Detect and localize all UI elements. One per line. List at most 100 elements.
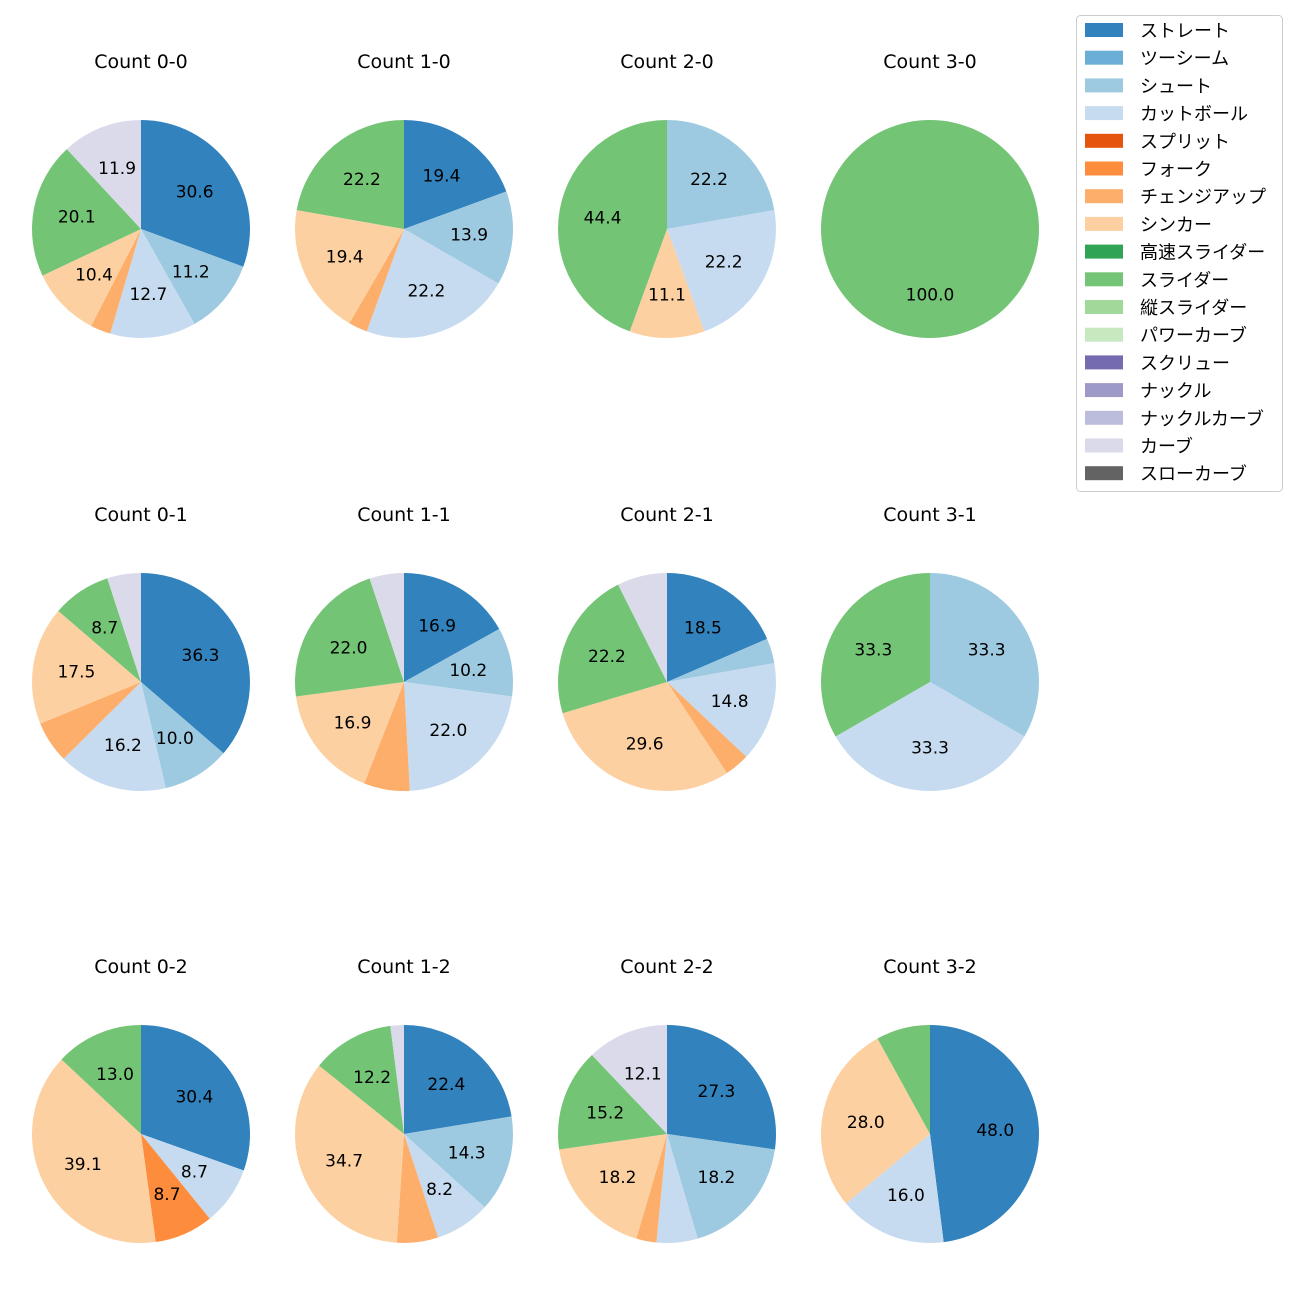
slice-label: 18.5 (684, 618, 722, 638)
pie-slice (404, 573, 500, 682)
slice-label: 19.4 (423, 166, 461, 186)
legend-label: 縦スライダー (1140, 298, 1247, 319)
legend-swatch (1085, 78, 1123, 93)
pie-slice (618, 573, 667, 682)
pie-slice (557, 120, 667, 332)
legend-label: ナックルカーブ (1140, 408, 1264, 430)
pie-slice (930, 1025, 1039, 1243)
slice-label: 36.3 (182, 646, 220, 666)
pie-slice (404, 119, 507, 229)
pie-chart: Count 2-2 27.3 18.2 18.2 15.212.1 (558, 956, 776, 1243)
slice-label: 13.0 (96, 1065, 134, 1085)
slice-label: 39.1 (64, 1155, 102, 1175)
pie-slice (141, 573, 251, 754)
pie-slice (141, 229, 244, 324)
legend-swatch (1085, 272, 1123, 287)
pie-charts: Count 0-0 30.6 11.212.7 10.4 20.1 11.9 Count 1… (32, 51, 1040, 1243)
legend-label: フォーク (1140, 160, 1212, 181)
chart-title: Count 1-0 (357, 51, 451, 73)
slice-label: 22.2 (343, 170, 381, 190)
pie-slice (66, 120, 141, 229)
pie-slice (667, 573, 768, 682)
pie-slice (667, 1025, 776, 1150)
pie-slice (32, 1059, 156, 1243)
legend-swatch (1085, 438, 1123, 453)
chart-title: Count 2-0 (620, 51, 714, 73)
legend-swatch (1085, 466, 1123, 481)
pie-slice (846, 1134, 944, 1243)
legend-label: カットボール (1140, 104, 1248, 125)
pie-slice (141, 1134, 210, 1242)
pie-chart: Count 1-2 22.4 14.3 8.2 34.7 12.2 (295, 956, 513, 1243)
pie-chart: Count 3-2 48.0 16.0 28.0 (820, 956, 1039, 1243)
legend-swatch (1085, 216, 1123, 231)
slice-label: 13.9 (450, 226, 488, 246)
legend-swatch (1085, 23, 1123, 37)
pie-chart: Count 2-0 22.2 22.2 11.1 44.4 (557, 51, 776, 339)
pie-slice (591, 1025, 667, 1134)
slice-label: 48.0 (976, 1121, 1014, 1141)
chart-title: Count 2-1 (620, 504, 714, 526)
pie-slice (404, 1134, 485, 1238)
chart-title: Count 3-2 (883, 956, 977, 978)
pie-slice (404, 628, 514, 697)
pie-slice (404, 682, 513, 791)
chart-title: Count 0-2 (94, 956, 188, 978)
slice-label: 11.1 (648, 285, 686, 305)
pie-slice (295, 210, 404, 324)
pie-slice (295, 682, 404, 784)
legend-label: シュート (1140, 76, 1212, 97)
pie-chart: Count 1-1 16.9 10.2 22.0 16.9 22.0 (294, 504, 514, 791)
slice-label: 11.2 (172, 262, 210, 282)
pie-slice (404, 191, 514, 284)
slice-label: 16.9 (334, 713, 372, 733)
pie-slice (667, 120, 775, 229)
pie-slice (404, 1025, 512, 1134)
pie-slice (821, 120, 1039, 338)
legend-swatch (1085, 106, 1123, 121)
pie-chart: Count 2-1 18.5 14.8 29.6 22.2 (558, 504, 776, 792)
chart-title: Count 3-1 (883, 504, 977, 526)
pie-slice (558, 584, 667, 714)
legend-label: ナックル (1140, 381, 1211, 402)
slice-label: 29.6 (626, 734, 664, 754)
pie-slice (296, 120, 404, 229)
pie-slice (63, 682, 166, 791)
pie-slice (877, 1025, 930, 1134)
legend-swatch (1085, 189, 1123, 204)
slice-label: 12.2 (353, 1068, 391, 1088)
chart-title: Count 0-0 (94, 51, 188, 73)
pie-slice (349, 229, 404, 332)
slice-label: 33.3 (968, 640, 1006, 660)
legend-swatch (1085, 300, 1123, 314)
slice-label: 20.1 (58, 208, 96, 228)
legend-swatch (1085, 244, 1123, 259)
pie-slice (656, 1134, 698, 1243)
slice-label: 100.0 (906, 285, 955, 305)
slice-label: 11.9 (98, 159, 136, 179)
pie-slice (42, 229, 141, 326)
pie-slice (32, 611, 141, 724)
slice-label: 22.0 (330, 638, 368, 658)
pie-slice (295, 1065, 404, 1243)
legend-label: ツーシーム (1140, 49, 1229, 70)
legend-label: シンカー (1140, 215, 1212, 236)
slice-label: 8.2 (426, 1180, 453, 1200)
legend-swatch (1085, 161, 1123, 176)
pie-chart: Count 0-1 36.3 10.0 16.2 17.5 8.7 (32, 504, 251, 791)
legend-label: スクリュー (1140, 353, 1230, 374)
pie-chart: Count 3-1 33.3 33.3 33.3 (820, 504, 1040, 792)
pie-slice (835, 682, 1025, 792)
slice-label: 17.5 (57, 663, 95, 683)
slice-label: 10.2 (449, 661, 487, 681)
slice-label: 16.0 (887, 1186, 925, 1206)
chart-title: Count 1-2 (357, 956, 451, 978)
slice-label: 33.3 (911, 738, 949, 758)
pie-slice (141, 120, 250, 267)
slice-label: 8.7 (91, 619, 118, 639)
slice-label: 12.7 (129, 285, 167, 305)
slice-label: 22.0 (429, 721, 467, 741)
slice-label: 33.3 (854, 640, 892, 660)
pie-chart: Count 0-2 30.4 8.78.7 39.1 13.0 (32, 956, 251, 1243)
pie-slice (562, 682, 727, 792)
